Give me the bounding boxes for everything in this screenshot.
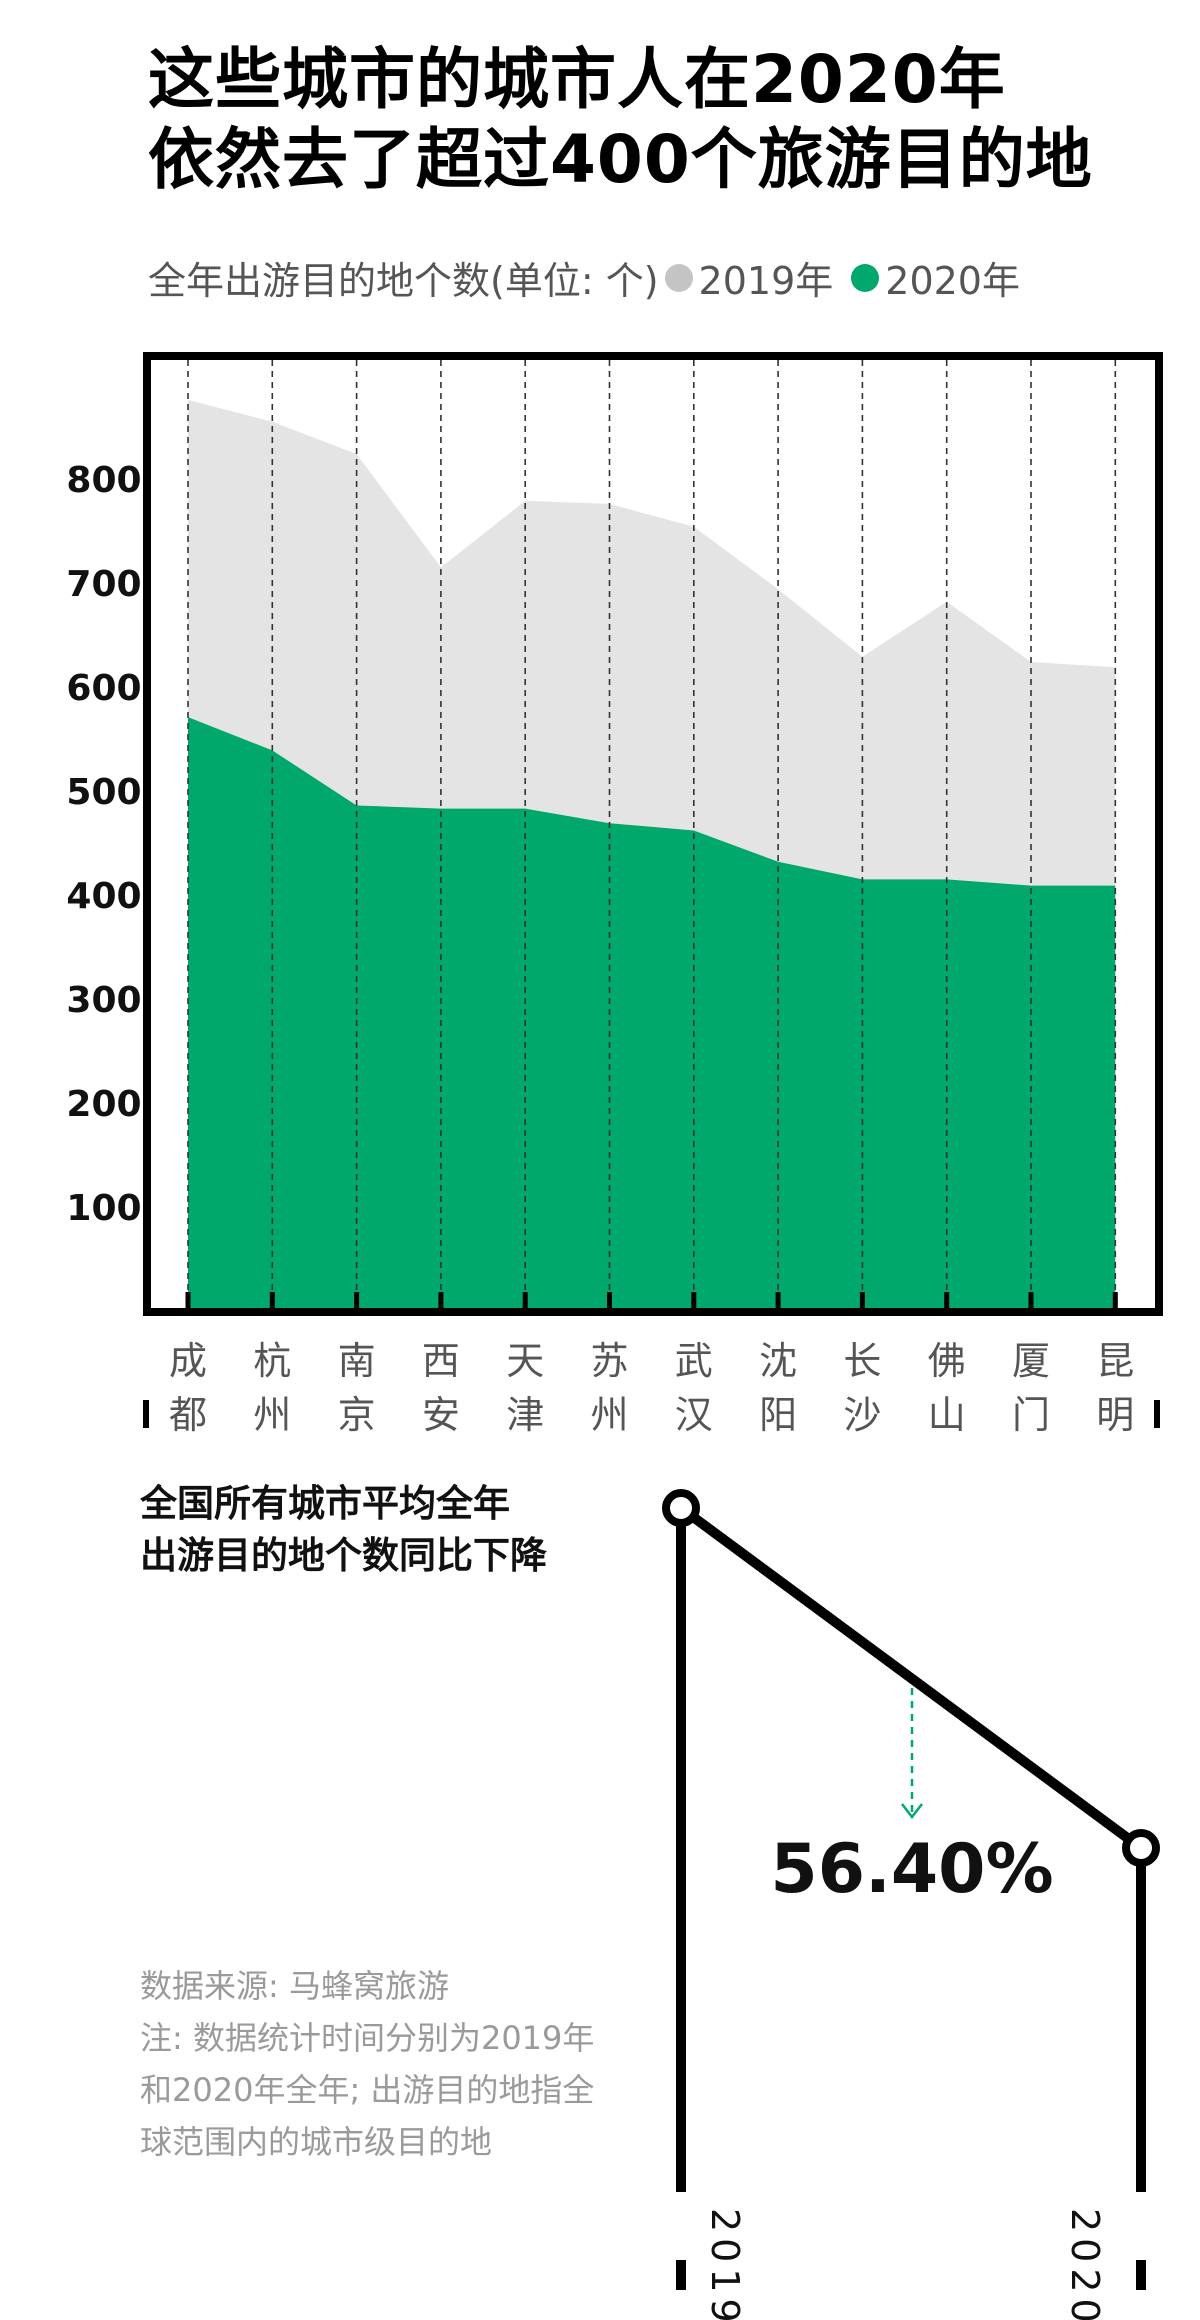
y-tick-label-200: 200 [66,1084,141,1125]
point-2019 [662,1489,700,1527]
area-chart: 成都杭州南京西安天津苏州武汉沈阳长沙佛山厦门昆明1002003004005006… [66,352,1163,1437]
y-tick-label-100: 100 [66,1188,141,1229]
y-tick-label-700: 700 [66,564,141,605]
legend-series-2019: 2019年 [698,259,834,303]
year-end-label: 2020 [1063,2208,1107,2320]
x-tick-label-天津-1: 天 [506,1339,544,1383]
title-line-1: 这些城市的城市人在2020年 [148,41,1006,118]
decline-slope-graphic: 56.40% 2019 2020 [662,1489,1160,2320]
decline-value: 56.40% [770,1830,1053,1909]
decline-slope-line [678,1503,1144,1853]
page-title: 这些城市的城市人在2020年 依然去了超过400个旅游目的地 [148,40,1093,200]
legend-label: 全年出游目的地个数(单位: 个) [148,259,659,303]
area-series-2020 [188,717,1116,1312]
y-tick-label-800: 800 [66,460,141,501]
x-tick-label-武汉-2: 汉 [675,1393,713,1437]
x-tick-label-厦门-1: 厦 [1012,1339,1050,1383]
chart-frame [143,352,1163,1316]
x-tick-label-长沙-1: 长 [843,1339,881,1383]
decline-title-line-2: 出游目的地个数同比下降 [140,1534,547,1577]
x-tick-label-长沙-2: 沙 [843,1393,881,1437]
x-tick-label-南京-1: 南 [338,1339,376,1383]
decline-arrow-head [901,1803,923,1820]
legend-dot-2020 [851,263,880,292]
x-tick-label-厦门-2: 门 [1012,1393,1050,1437]
legend-dot-2019 [664,263,693,292]
x-tick-label-佛山-1: 佛 [928,1339,966,1383]
data-note: 注: 数据统计时间分别为2019年和2020年全年; 出游目的地指全球范围内的城… [140,2019,595,2161]
title-line-2: 依然去了超过400个旅游目的地 [148,121,1093,198]
x-tick-label-成都-1: 成 [169,1339,207,1383]
x-tick-label-沈阳-2: 阳 [759,1393,797,1437]
x-tick-label-成都-2: 都 [169,1393,207,1437]
x-tick-label-昆明-2: 明 [1096,1393,1134,1437]
x-tick-label-杭州-2: 州 [253,1393,291,1437]
x-tick-label-佛山-2: 山 [928,1393,966,1437]
axis-end-mark-right [1154,1400,1160,1428]
x-tick-label-苏州-1: 苏 [590,1339,628,1383]
y-tick-label-400: 400 [66,876,141,917]
point-2020 [1122,1829,1160,1867]
y-tick-label-600: 600 [66,668,141,709]
x-tick-label-西安-1: 西 [422,1339,460,1383]
decline-title: 全国所有城市平均全年 出游目的地个数同比下降 [140,1478,660,1582]
axis-end-mark-left [143,1400,149,1428]
year-start-label: 2019 [703,2208,747,2320]
x-tick-label-天津-2: 津 [506,1393,544,1437]
x-tick-label-苏州-2: 州 [590,1393,628,1437]
y-tick-label-300: 300 [66,980,141,1021]
chart-legend: 全年出游目的地个数(单位: 个) 2019年 2020年 [148,250,1020,305]
y-tick-label-500: 500 [66,772,141,813]
decline-title-line-1: 全国所有城市平均全年 [140,1482,510,1525]
x-tick-label-西安-2: 安 [422,1393,460,1437]
x-tick-label-南京-2: 京 [338,1393,376,1437]
x-tick-label-沈阳-1: 沈 [759,1339,797,1383]
x-tick-label-昆明-1: 昆 [1096,1339,1134,1383]
data-source: 数据来源: 马蜂窝旅游 [140,1967,449,2005]
x-tick-label-杭州-1: 杭 [253,1339,291,1383]
footer-notes: 数据来源: 马蜂窝旅游 注: 数据统计时间分别为2019年和2020年全年; 出… [140,1960,600,2168]
legend-series-2020: 2020年 [885,259,1020,303]
x-tick-label-武汉-1: 武 [675,1339,713,1383]
